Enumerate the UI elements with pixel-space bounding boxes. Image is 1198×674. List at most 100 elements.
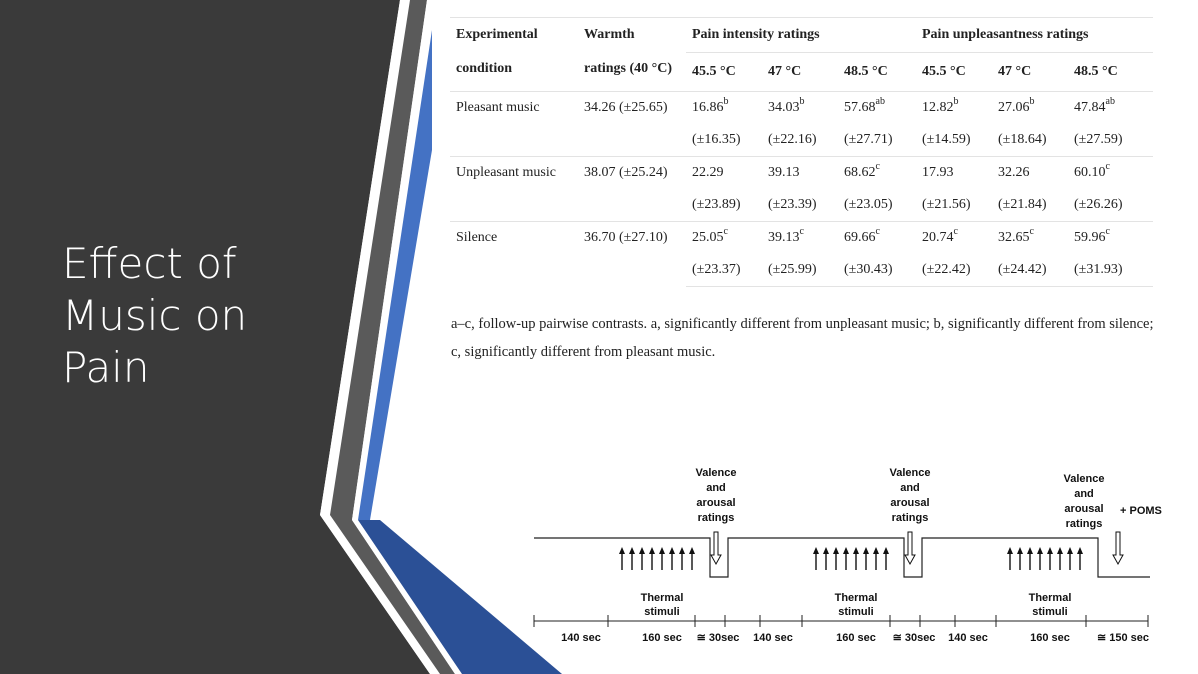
slide-title-line-1: Effect of	[62, 239, 237, 288]
mean-cell: 17.93	[916, 156, 992, 189]
mean-cell: 12.82b	[916, 91, 992, 124]
experiment-timeline-diagram: Valence and arousal ratings Valence and arousa…	[533, 467, 1162, 644]
significance-marker: b	[723, 96, 729, 107]
gray-chevron-stripe	[330, 0, 455, 674]
stimulus-arrow-icon	[853, 547, 859, 570]
sd-cell: (±27.71)	[844, 132, 893, 147]
mean-cell: 20.74c	[916, 221, 992, 254]
rating-down-arrow-icon	[1112, 531, 1124, 566]
significance-marker: ab	[875, 96, 885, 107]
duration-label: 140 sec	[561, 632, 601, 644]
sd-cell: (±23.05)	[844, 197, 893, 212]
duration-label: ≅ 30sec	[893, 632, 936, 644]
slide-title-line-2: Music on	[62, 291, 248, 340]
sd-cell: (±30.43)	[838, 254, 916, 287]
duration-label: 160 sec	[642, 632, 682, 644]
duration-label: 140 sec	[753, 632, 793, 644]
table-row-sd: (±16.35) (±22.16) (±27.71) (±14.59) (±18.64)…	[450, 124, 1153, 157]
mean-cell: 32.65c	[992, 221, 1068, 254]
header-pain-intensity: Pain intensity ratings	[686, 17, 916, 53]
mean-cell: 47.84ab	[1068, 91, 1153, 124]
ratings-label-line: arousal	[1064, 503, 1103, 515]
mean-value: 25.05	[692, 230, 724, 245]
stimuli-label-line: stimuli	[838, 606, 873, 618]
mean-value: 16.86	[692, 100, 724, 115]
significance-marker: b	[799, 96, 805, 107]
ratings-label-line: and	[1074, 488, 1094, 500]
significance-marker: c	[799, 226, 804, 237]
rating-arrows	[710, 531, 1124, 566]
sd-cell: (±25.99)	[762, 254, 838, 287]
sd-cell: (±18.64)	[998, 132, 1047, 147]
ratings-label-line: arousal	[696, 497, 735, 509]
poms-label: + POMS	[1120, 505, 1162, 517]
mean-value: 60.10	[1074, 165, 1106, 180]
mean-cell: 22.29	[686, 156, 762, 189]
stimulus-arrow-icon	[1057, 547, 1063, 570]
header-temp: 45.5 °C	[692, 64, 736, 79]
mean-value: 34.03	[768, 100, 800, 115]
mean-value: 17.93	[922, 165, 954, 180]
significance-marker: c	[875, 161, 880, 172]
ratings-label-line: Valence	[696, 467, 737, 479]
sd-cell: (±14.59)	[922, 132, 971, 147]
stimuli-label-line: Thermal	[1029, 592, 1072, 604]
sd-cell: (±23.39)	[768, 197, 817, 212]
dark-blue-wedge	[358, 520, 562, 674]
stimulus-arrow-icon	[1037, 547, 1043, 570]
stimuli-label-line: stimuli	[644, 606, 679, 618]
mean-cell: 68.62c	[838, 156, 916, 189]
condition-cell: Pleasant music	[450, 91, 578, 157]
duration-label: ≅ 150 sec	[1097, 632, 1149, 644]
significance-marker: ab	[1105, 96, 1115, 107]
table-row: Unpleasant music 38.07 (±25.24) 22.29 39.13…	[450, 156, 1153, 222]
table-row-sd: (±23.37) (±25.99) (±30.43) (±22.42) (±24.42)…	[450, 254, 1153, 287]
significance-marker: c	[723, 226, 728, 237]
mean-value: 12.82	[922, 100, 954, 115]
duration-label: ≅ 30sec	[697, 632, 740, 644]
table-row: Silence 36.70 (±27.10) 25.05c 39.13c 69.66c 2…	[450, 221, 1153, 287]
stimulus-arrow-icon	[1077, 547, 1083, 570]
stimulus-arrow-icon	[629, 547, 635, 570]
mean-cell: 34.03b	[762, 91, 838, 124]
stimulus-arrow-icon	[873, 547, 879, 570]
stimuli-label-line: Thermal	[835, 592, 878, 604]
significance-marker: b	[1029, 96, 1035, 107]
significance-marker: c	[1105, 226, 1110, 237]
mean-value: 32.26	[998, 165, 1030, 180]
temperature-trace	[534, 537, 1150, 578]
mean-cell: 16.86b	[686, 91, 762, 124]
condition-cell: Unpleasant music	[450, 156, 578, 222]
results-table: Experimental condition Warmth ratings (4…	[450, 17, 1153, 287]
table-row: Pleasant music 34.26 (±25.65) 16.86b 34.03b…	[450, 91, 1153, 157]
stimulus-arrow-icon	[813, 547, 819, 570]
duration-label: 160 sec	[1030, 632, 1070, 644]
mean-cell: 39.13c	[762, 221, 838, 254]
time-axis-ticks	[533, 615, 1149, 627]
sd-cell: (±22.42)	[916, 254, 992, 287]
mean-value: 57.68	[844, 100, 876, 115]
stimulus-arrows	[619, 547, 1083, 570]
sd-cell: (±21.56)	[922, 197, 971, 212]
mean-cell: 39.13	[762, 156, 838, 189]
header-temp: 45.5 °C	[922, 64, 966, 79]
stimulus-arrow-icon	[883, 547, 889, 570]
mean-value: 32.65	[998, 230, 1030, 245]
sd-cell: (±24.42)	[992, 254, 1068, 287]
header-temp: 48.5 °C	[844, 64, 888, 79]
significance-marker: b	[953, 96, 959, 107]
mean-value: 22.29	[692, 165, 724, 180]
header-pain-unpleasantness: Pain unpleasantness ratings	[916, 17, 1153, 53]
header-warmth: Warmth ratings (40 °C)	[578, 17, 686, 92]
stimulus-arrow-icon	[1017, 547, 1023, 570]
slide-title-line-3: Pain	[62, 343, 150, 392]
ratings-label-line: arousal	[890, 497, 929, 509]
ratings-label-line: ratings	[698, 512, 735, 524]
ratings-label-line: ratings	[892, 512, 929, 524]
stimulus-arrow-icon	[639, 547, 645, 570]
significance-marker: c	[875, 226, 880, 237]
mean-cell: 32.26	[992, 156, 1068, 189]
stimulus-arrow-icon	[1047, 547, 1053, 570]
dark-sidebar-panel	[0, 0, 430, 674]
mean-value: 20.74	[922, 230, 954, 245]
